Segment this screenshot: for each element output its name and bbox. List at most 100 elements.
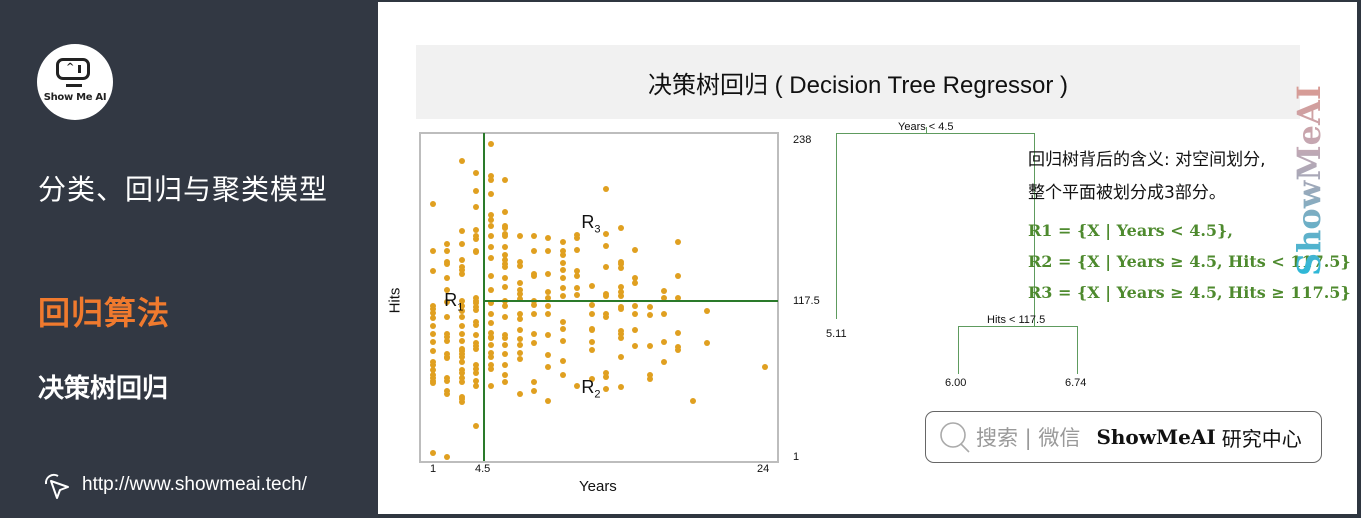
data-point <box>516 316 523 323</box>
y-tick-117-5: 117.5 <box>793 295 820 307</box>
data-point <box>603 369 610 376</box>
data-point <box>458 297 465 304</box>
data-point <box>632 246 639 253</box>
data-point <box>473 187 480 194</box>
data-point <box>458 399 465 406</box>
data-point <box>430 309 436 316</box>
data-point <box>559 337 566 344</box>
data-point <box>458 241 465 248</box>
course-title: 分类、回归与聚类模型 <box>38 173 329 206</box>
data-point <box>487 254 494 261</box>
data-point <box>487 222 494 229</box>
data-point <box>588 346 595 353</box>
tree-root-stem <box>926 127 927 134</box>
data-point <box>588 326 595 333</box>
data-point <box>545 294 552 301</box>
data-point <box>502 274 509 281</box>
data-point <box>646 304 653 311</box>
data-point <box>473 361 480 368</box>
data-point <box>502 177 509 184</box>
data-point <box>473 321 480 328</box>
data-point <box>502 302 509 309</box>
data-point <box>458 302 465 309</box>
data-point <box>675 346 682 353</box>
data-point <box>603 373 610 380</box>
data-point <box>516 341 523 348</box>
data-point <box>632 280 639 287</box>
data-point <box>588 301 595 308</box>
data-point <box>502 334 509 341</box>
data-point <box>444 248 451 255</box>
data-point <box>502 379 509 386</box>
data-point <box>487 244 494 250</box>
data-point <box>632 342 639 349</box>
data-point <box>444 355 451 362</box>
data-point <box>502 209 509 216</box>
data-point <box>444 261 451 268</box>
data-point <box>458 322 465 329</box>
data-point <box>617 261 624 268</box>
tree-sub-branch <box>958 326 1078 327</box>
data-point <box>559 252 566 259</box>
subsection-title: 决策树回归 <box>38 374 169 404</box>
data-point <box>430 361 436 368</box>
data-point <box>458 330 465 337</box>
x-axis-label: Years <box>579 478 617 495</box>
data-point <box>487 310 494 317</box>
showmeai-watermark: ShowMeAI <box>1290 40 1328 276</box>
x-tick-1: 1 <box>430 463 437 475</box>
data-point <box>603 313 610 320</box>
data-point <box>487 217 494 224</box>
data-point <box>473 203 480 210</box>
data-point <box>516 349 523 356</box>
data-point <box>502 225 509 232</box>
data-point <box>588 338 595 345</box>
data-point <box>473 365 480 372</box>
data-point <box>444 337 451 344</box>
data-point <box>487 173 494 180</box>
data-point <box>574 292 581 299</box>
website-link[interactable]: http://www.showmeai.tech/ <box>38 468 307 502</box>
data-point <box>430 248 436 255</box>
data-point <box>545 352 552 359</box>
region-label-r3: R3 <box>581 212 601 236</box>
data-point <box>473 332 480 339</box>
rule-r2: R2 = {X | Years ≥ 4.5, Hits < 117.5} <box>1028 252 1351 271</box>
data-point <box>559 285 566 292</box>
data-point <box>430 348 436 355</box>
tree-right-edge <box>1034 133 1035 326</box>
data-point <box>545 397 552 404</box>
data-point <box>473 249 480 256</box>
data-point <box>531 379 538 386</box>
data-point <box>487 190 494 197</box>
data-point <box>502 252 509 259</box>
data-point <box>516 310 523 317</box>
data-point <box>502 244 509 250</box>
tree-leaf-r2: 6.00 <box>945 377 967 389</box>
data-point <box>660 359 667 366</box>
data-point <box>487 383 494 390</box>
data-point <box>646 312 653 319</box>
search-brand-suffix: 研究中心 <box>1221 426 1302 451</box>
y-axis-label: Hits <box>386 287 404 314</box>
data-point <box>444 391 451 398</box>
data-point <box>559 266 566 273</box>
data-point <box>473 383 480 390</box>
search-icon <box>940 422 970 453</box>
data-point <box>574 273 581 280</box>
data-point <box>545 332 552 339</box>
logo-text: Show Me AI <box>43 92 107 103</box>
showmeai-logo[interactable]: ^ Show Me AI <box>37 44 113 120</box>
data-point <box>516 356 523 363</box>
data-point <box>559 293 566 300</box>
data-point <box>646 376 653 383</box>
wechat-search-banner[interactable]: 搜索 | 微信 ShowMeAI 研究中心 <box>925 411 1322 463</box>
data-point <box>574 268 581 275</box>
data-point <box>617 330 624 337</box>
data-point <box>458 375 465 382</box>
data-point <box>516 296 523 303</box>
data-point <box>430 367 436 374</box>
data-point <box>574 285 581 292</box>
data-point <box>502 313 509 320</box>
website-link-text[interactable]: http://www.showmeai.tech/ <box>82 474 307 495</box>
